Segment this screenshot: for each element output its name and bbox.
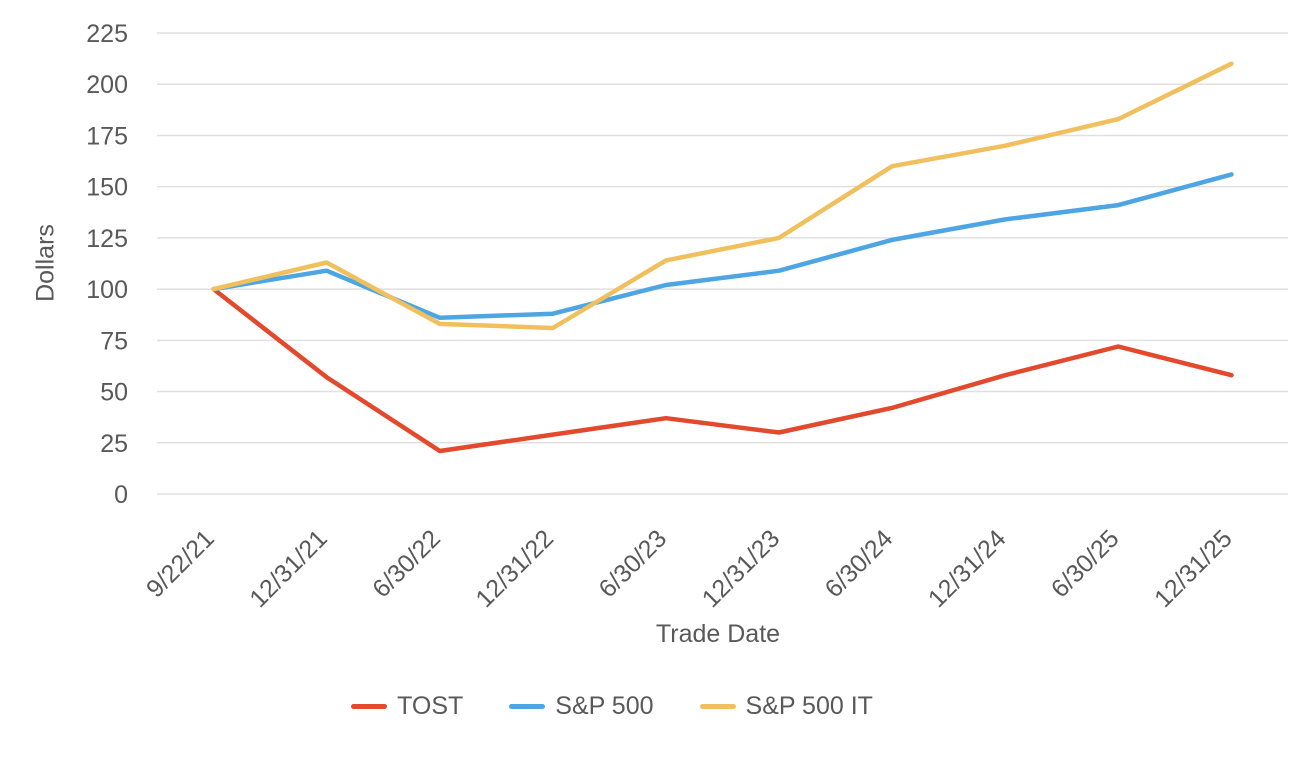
series-line-s-p-500 [211, 172, 1234, 321]
y-tick-label: 200 [86, 71, 128, 99]
x-tick-label: 12/31/21 [244, 524, 333, 613]
legend-item-s-p-500: S&P 500 [509, 692, 654, 721]
x-tick-label: 6/30/23 [593, 524, 672, 603]
series-line-tost [211, 286, 1234, 454]
legend-swatch [509, 704, 546, 709]
series-line-s-p-500-it [211, 61, 1234, 331]
legend-item-tost: TOST [351, 692, 463, 721]
legend-label: S&P 500 [555, 692, 654, 720]
legend-label: TOST [397, 692, 464, 720]
y-tick-label: 75 [100, 327, 128, 355]
x-tick-label: 9/22/21 [141, 524, 220, 603]
x-tick-label: 6/30/25 [1046, 524, 1125, 603]
legend-item-s-p-500-it: S&P 500 IT [699, 692, 873, 721]
y-tick-label: 50 [100, 379, 128, 407]
legend-label: S&P 500 IT [745, 692, 873, 720]
legend: TOST S&P 500 S&P 500 IT [0, 692, 1267, 721]
x-axis-title: Trade Date [655, 620, 781, 648]
y-tick-label: 175 [86, 122, 128, 150]
y-tick-label: 225 [86, 20, 128, 48]
legend-swatch [699, 704, 736, 709]
x-tick-label: 12/31/23 [697, 524, 786, 613]
x-tick-label: 6/30/22 [367, 524, 446, 603]
x-tick-label: 12/31/25 [1149, 524, 1238, 613]
x-tick-label: 12/31/22 [470, 524, 559, 613]
y-tick-label: 100 [86, 276, 128, 304]
y-tick-label: 150 [86, 174, 128, 202]
y-tick-label: 25 [100, 430, 128, 458]
y-tick-label: 125 [86, 225, 128, 253]
y-axis-title: Dollars [31, 224, 60, 302]
legend-swatch [351, 704, 388, 709]
x-tick-label: 12/31/24 [923, 524, 1012, 613]
y-tick-label: 0 [114, 481, 128, 509]
x-tick-label: 6/30/24 [820, 524, 899, 603]
